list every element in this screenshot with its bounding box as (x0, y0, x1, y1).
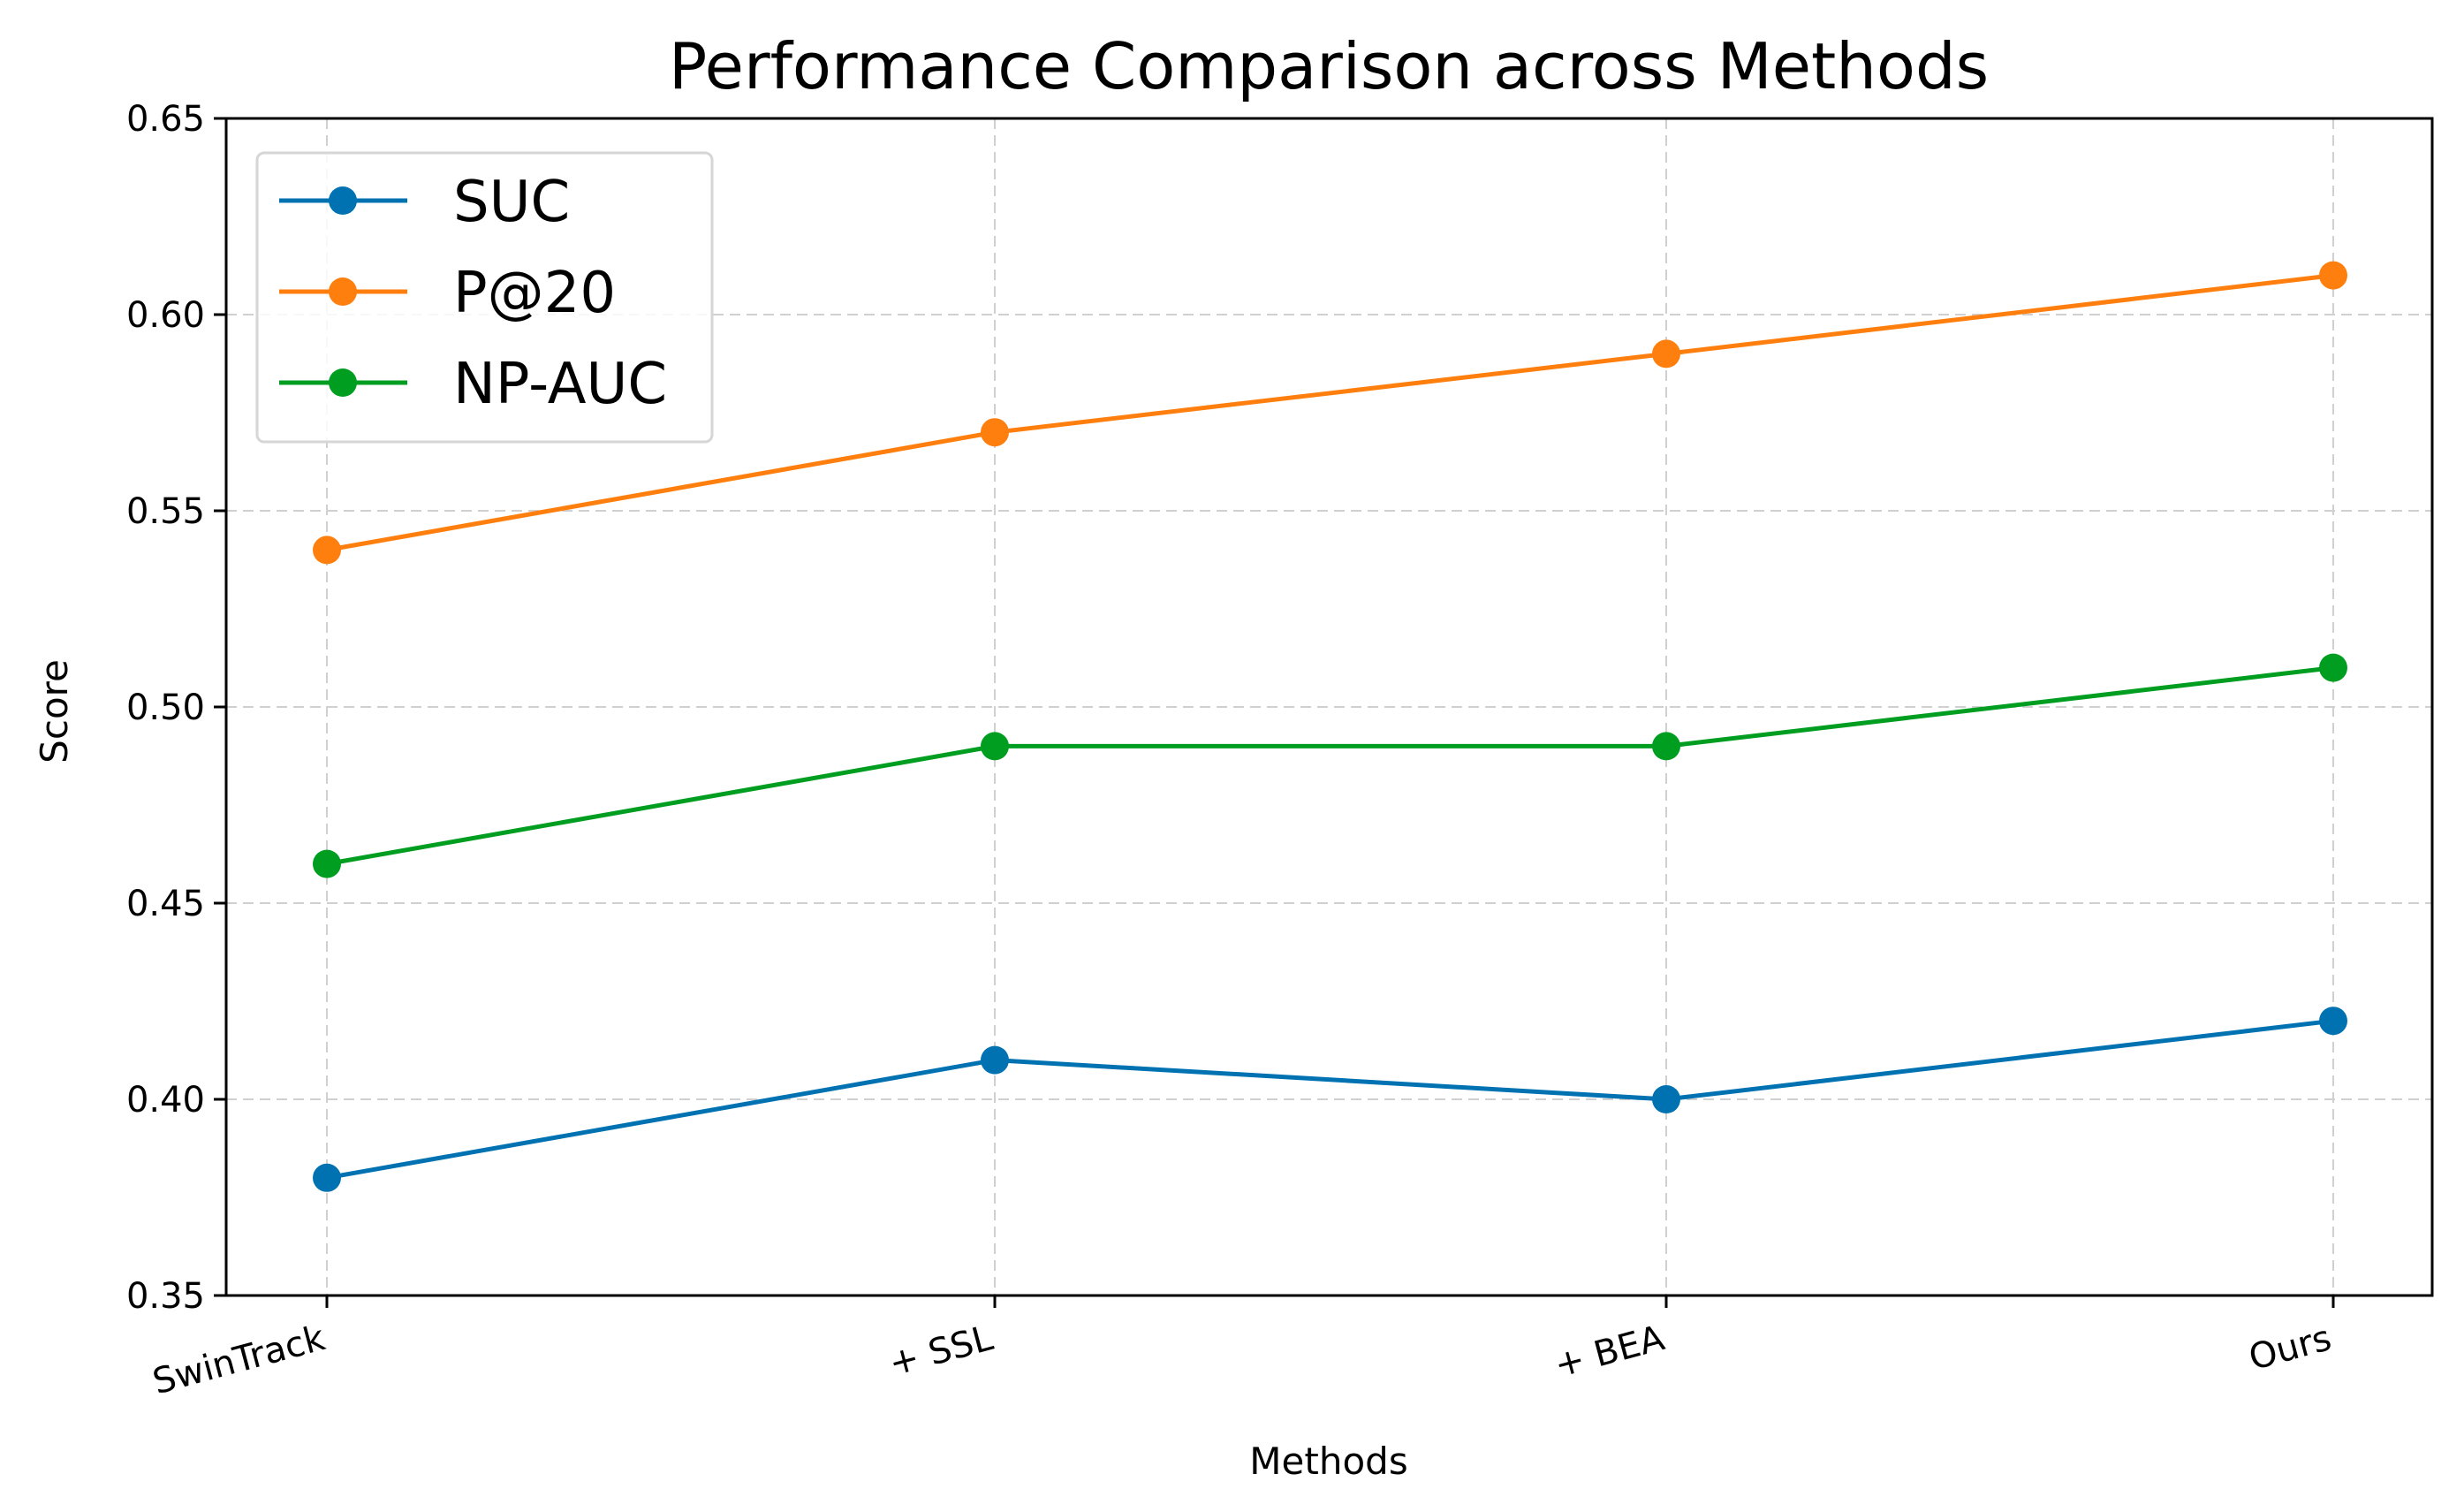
series-line-np-auc (326, 665, 2334, 867)
x-tick-label: + SSL (884, 1318, 997, 1384)
x-tick-label: + BEA (1550, 1318, 1670, 1386)
y-tick-label: 0.40 (126, 1080, 205, 1121)
data-point (2319, 1007, 2347, 1036)
data-point (1652, 339, 1680, 369)
x-axis-label: Methods (1249, 1440, 1407, 1483)
data-point (2319, 261, 2347, 290)
y-tick-label: 0.65 (126, 99, 205, 140)
x-tick-label: SwinTrack (148, 1318, 330, 1402)
series-layer (313, 261, 2347, 1192)
data-point (981, 418, 1009, 447)
legend-label: SUC (453, 170, 570, 235)
y-tick-label: 0.45 (126, 884, 205, 924)
legend-marker (329, 277, 357, 306)
grid (226, 118, 2432, 1295)
y-tick-label: 0.35 (126, 1276, 205, 1317)
y-tick-label: 0.60 (126, 295, 205, 336)
y-tick-label: 0.50 (126, 688, 205, 728)
series-line-suc (326, 1018, 2334, 1181)
series-line-p@20 (326, 273, 2334, 552)
data-point (313, 536, 341, 565)
chart-title: Performance Comparison across Methods (669, 29, 1989, 103)
data-point (2319, 653, 2347, 682)
legend-label: NP-AUC (453, 352, 667, 417)
legend-marker (329, 369, 357, 397)
data-point (313, 849, 341, 878)
data-point (981, 1045, 1009, 1075)
data-point (981, 732, 1009, 761)
y-axis-label: Score (33, 659, 76, 764)
x-tick-label: Ours (2245, 1318, 2336, 1379)
legend-box (255, 151, 714, 444)
legend-marker (329, 186, 357, 215)
data-point (1652, 732, 1680, 761)
legend-label: P@20 (453, 261, 616, 326)
data-point (313, 1163, 341, 1192)
data-point (1652, 1085, 1680, 1113)
legend: SUC P@20 NP-AUC (255, 151, 714, 444)
y-tick-label: 0.55 (126, 491, 205, 532)
